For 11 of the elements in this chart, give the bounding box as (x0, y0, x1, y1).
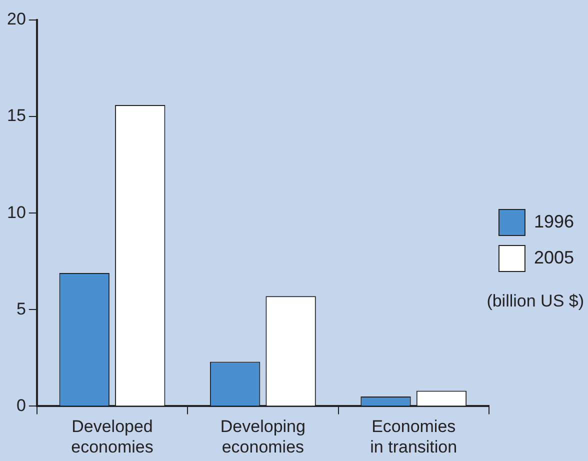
annotation: (billion US $) (486, 292, 584, 311)
legend-label: 2005 (534, 247, 574, 268)
y-tick-label: 0 (16, 396, 26, 415)
x-tick-label: Developed economies (71, 417, 154, 456)
legend-label: 1996 (534, 211, 574, 232)
y-tick-label: 10 (6, 202, 26, 222)
y-tick-label: 15 (6, 106, 26, 126)
y-tick-label: 20 (6, 10, 26, 29)
x-tick-label: Developing economies (220, 417, 306, 456)
y-tick-label: 5 (16, 299, 26, 318)
x-tick-label: Economies in transition (370, 417, 458, 456)
